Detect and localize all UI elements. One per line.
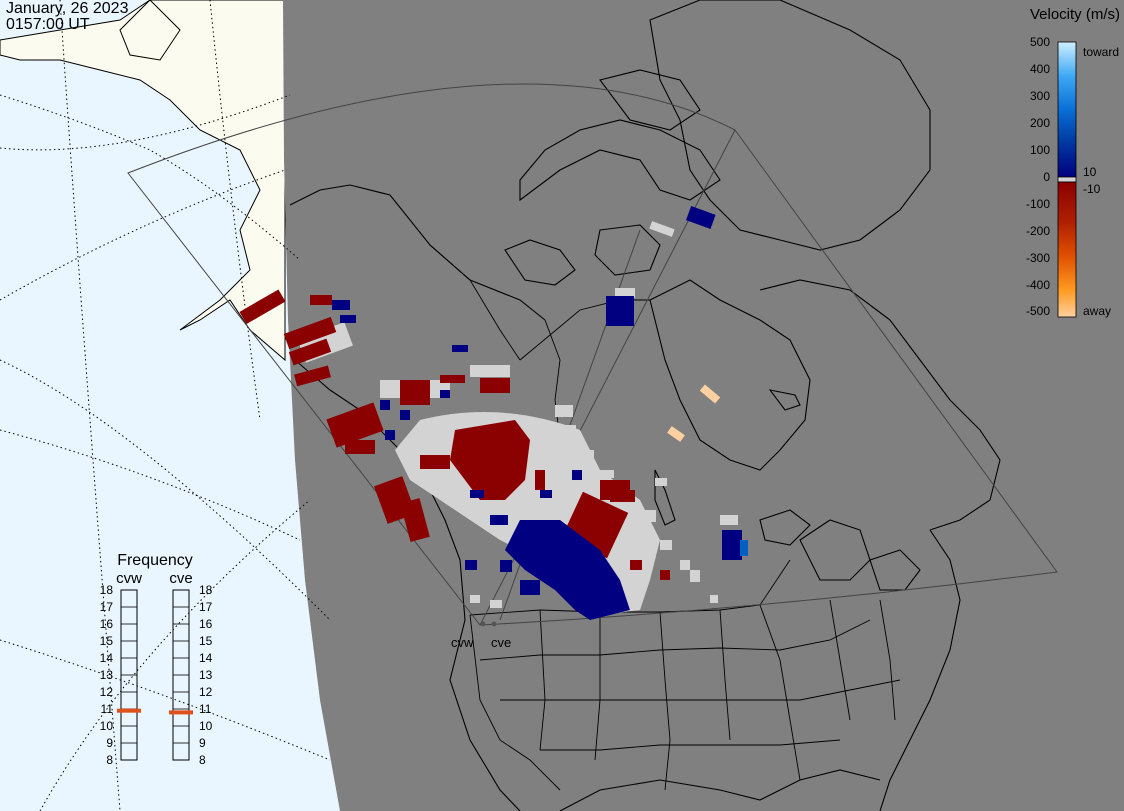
frequency-tick-left: 16 — [100, 617, 114, 631]
colorbar-tick: -300 — [1026, 251, 1050, 265]
neg-threshold-label: -10 — [1083, 182, 1101, 196]
colorbar-tick: -500 — [1026, 304, 1050, 318]
radar-label-cve: cve — [491, 635, 511, 650]
frequency-radar-cve: cve — [169, 570, 192, 587]
frequency-tick-left: 15 — [100, 634, 114, 648]
frequency-tick-left: 18 — [100, 583, 114, 597]
night-side — [283, 0, 1124, 811]
frequency-radar-cvw: cvw — [116, 570, 142, 587]
frequency-tick-right: 16 — [199, 617, 213, 631]
borders — [429, 244, 901, 791]
pos-threshold-label: 10 — [1083, 165, 1097, 179]
cve-frequency-marker — [169, 710, 193, 715]
frequency-tick-left: 8 — [106, 753, 113, 767]
colorbar-tick: 100 — [1030, 143, 1050, 157]
frequency-tick-left: 10 — [100, 719, 114, 733]
frequency-tick-left: 9 — [106, 736, 113, 750]
velocity-colorbar: 500 400 300 200 100 0 -100 -200 -300 -40… — [1026, 35, 1119, 318]
frequency-tick-right: 11 — [199, 702, 212, 716]
frequency-panel: Frequency cvw cve 18 18 17 17 16 16 15 15 14 14 13… — [100, 552, 213, 767]
frequency-title: Frequency — [117, 552, 193, 569]
lat-lon-grid — [0, 0, 331, 811]
cvw-frequency-marker — [117, 708, 141, 713]
colorbar-tick: 200 — [1030, 116, 1050, 130]
time-label: 0157:00 UT — [6, 16, 90, 33]
colorbar-tick: -400 — [1026, 278, 1050, 292]
velocity-cells — [239, 205, 748, 620]
radar-label-cvw: cvw — [451, 635, 474, 650]
frequency-tick-right: 8 — [199, 753, 206, 767]
frequency-tick-right: 9 — [199, 736, 206, 750]
frequency-tick-right: 18 — [199, 583, 213, 597]
frequency-tick-right: 17 — [199, 600, 213, 614]
away-label: away — [1083, 304, 1111, 318]
frequency-tick-left: 12 — [100, 685, 114, 699]
frequency-tick-left: 14 — [100, 651, 114, 665]
velocity-title: Velocity (m/s) — [1029, 6, 1120, 23]
toward-label: toward — [1083, 45, 1119, 59]
frequency-tick-right: 15 — [199, 634, 213, 648]
frequency-tick-right: 13 — [199, 668, 213, 682]
radar-site-cvw — [480, 621, 486, 627]
colorbar-tick: 300 — [1030, 89, 1050, 103]
frequency-tick-right: 12 — [199, 685, 213, 699]
colorbar-tick: 0 — [1043, 170, 1050, 184]
daylit-land — [0, 0, 286, 362]
frequency-tick-right: 14 — [199, 651, 213, 665]
date-label: January, 26 2023 — [6, 0, 129, 17]
colorbar-tick: -200 — [1026, 224, 1050, 238]
toward-cells — [332, 205, 742, 620]
colorbar-tick: 400 — [1030, 62, 1050, 76]
frequency-tick-left: 11 — [101, 702, 114, 716]
daylit-land-coast — [119, 0, 181, 61]
frequency-tick-left: 13 — [100, 668, 114, 682]
coastlines — [289, 0, 1001, 811]
colorbar-tick: -100 — [1026, 197, 1050, 211]
frequency-tick-left: 17 — [100, 600, 114, 614]
away-cells — [239, 289, 670, 580]
radar-site-cve — [491, 621, 497, 627]
colorbar-tick: 500 — [1030, 35, 1050, 49]
frequency-tick-right: 10 — [199, 719, 213, 733]
away-high-cells — [667, 384, 721, 442]
mid-blue-cell — [740, 540, 748, 556]
